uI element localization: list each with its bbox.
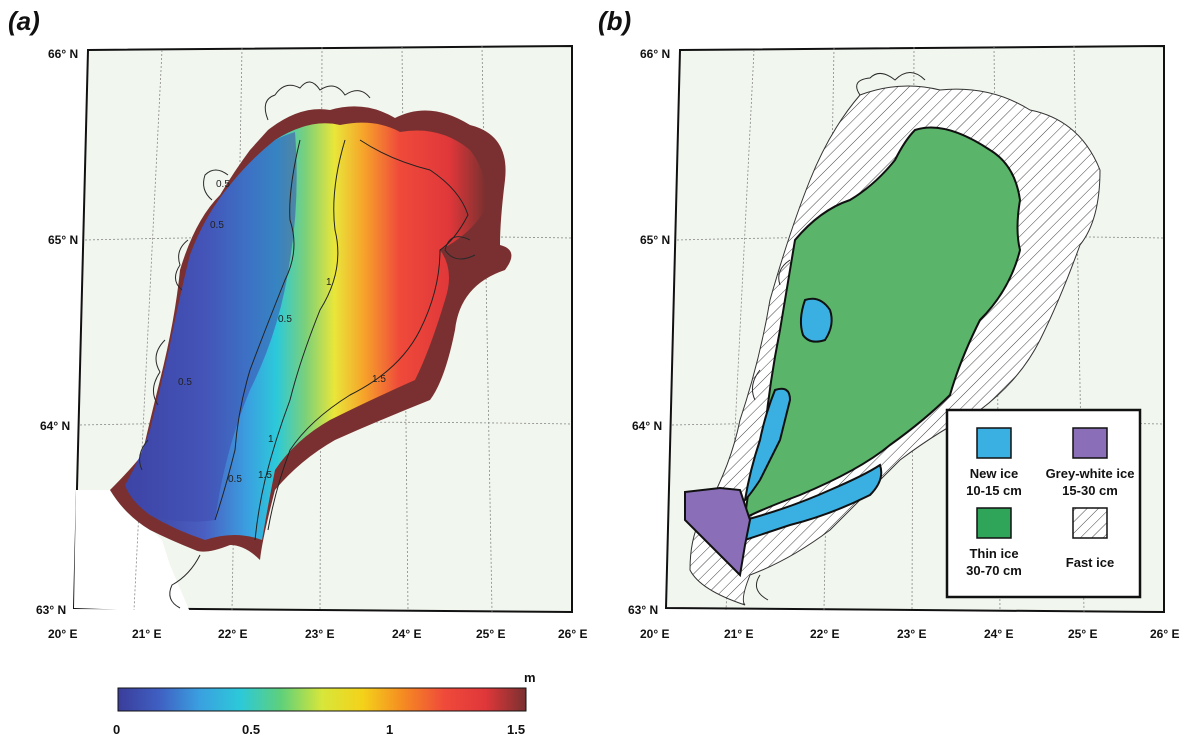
colorbar: m 0 0.5 1 1.5 — [113, 670, 536, 737]
lon-tick-label: 20° E — [640, 627, 669, 641]
lat-tick-label: 64° N — [632, 419, 662, 433]
panel-a-contours — [214, 139, 469, 541]
lon-tick-label: 21° E — [132, 627, 161, 641]
legend-swatch-fast-ice — [1072, 507, 1108, 539]
lon-tick-label: 26° E — [558, 627, 587, 641]
contour-label: 1 — [268, 434, 274, 445]
colorbar-tick: 0.5 — [242, 722, 260, 737]
legend-label-fast-ice: Fast ice — [1066, 555, 1114, 570]
contour-label: 0.5 — [210, 220, 224, 231]
panel-b-label: (b) — [598, 6, 632, 36]
lon-tick-label: 26° E — [1150, 627, 1179, 641]
colorbar-unit: m — [524, 670, 536, 685]
panel-b-new-ice-band — [744, 463, 883, 542]
legend-swatch-grey-white-ice — [1072, 427, 1108, 459]
contour-label: 0.5 — [178, 377, 192, 388]
colorbar-tick: 0 — [113, 722, 120, 737]
lon-tick-label: 25° E — [1068, 627, 1097, 641]
legend-range-new-ice: 10-15 cm — [966, 483, 1022, 498]
panel-b-thin-ice — [743, 126, 1022, 520]
contour-label: 1 — [326, 277, 332, 288]
panel-b-map: 66° N 65° N 64° N 63° N 20° E 21° E 22° … — [628, 44, 1179, 641]
contour-label: 1.5 — [372, 374, 386, 385]
lon-tick-label: 24° E — [984, 627, 1013, 641]
lat-tick-label: 63° N — [36, 603, 66, 617]
ice-type-legend: New ice 10-15 cm Grey-white ice 15-30 cm… — [945, 408, 1142, 599]
lon-tick-label: 23° E — [305, 627, 334, 641]
lon-tick-label: 22° E — [810, 627, 839, 641]
legend-label-new-ice: New ice — [970, 466, 1018, 481]
lon-tick-label: 22° E — [218, 627, 247, 641]
legend-range-grey-white-ice: 15-30 cm — [1062, 483, 1118, 498]
legend-range-thin-ice: 30-70 cm — [966, 563, 1022, 578]
legend-swatch-new-ice — [976, 427, 1012, 459]
lat-tick-label: 65° N — [48, 233, 78, 247]
panel-a-contour-labels: 0.5 0.5 0.5 0.5 0.5 1 1 1.5 1.5 — [178, 179, 386, 485]
lon-tick-label: 23° E — [897, 627, 926, 641]
lat-tick-label: 65° N — [640, 233, 670, 247]
lon-tick-label: 25° E — [476, 627, 505, 641]
contour-label: 0.5 — [216, 179, 230, 190]
lat-tick-label: 66° N — [48, 47, 78, 61]
contour-label: 0.5 — [228, 474, 242, 485]
colorbar-tick: 1.5 — [507, 722, 525, 737]
panel-a-coastline — [139, 81, 476, 609]
panel-b-new-ice-strip — [743, 387, 792, 503]
lat-tick-label: 66° N — [640, 47, 670, 61]
panel-b-grey-white-ice — [684, 486, 752, 578]
panel-b-new-ice-patch — [799, 297, 833, 343]
lon-tick-label: 20° E — [48, 627, 77, 641]
lon-tick-label: 24° E — [392, 627, 421, 641]
contour-label: 1.5 — [258, 470, 272, 481]
lon-tick-label: 21° E — [724, 627, 753, 641]
lat-tick-label: 63° N — [628, 603, 658, 617]
legend-label-grey-white-ice: Grey-white ice — [1046, 466, 1135, 481]
colorbar-gradient-bar — [117, 687, 527, 712]
contour-label: 0.5 — [278, 314, 292, 325]
lat-tick-label: 64° N — [40, 419, 70, 433]
panel-a-label: (a) — [8, 6, 40, 36]
legend-label-thin-ice: Thin ice — [969, 546, 1018, 561]
legend-swatch-thin-ice — [976, 507, 1012, 539]
colorbar-tick: 1 — [386, 722, 393, 737]
panel-a-map: 0.5 0.5 0.5 0.5 0.5 1 1 1.5 1.5 66° N 65… — [36, 44, 587, 641]
